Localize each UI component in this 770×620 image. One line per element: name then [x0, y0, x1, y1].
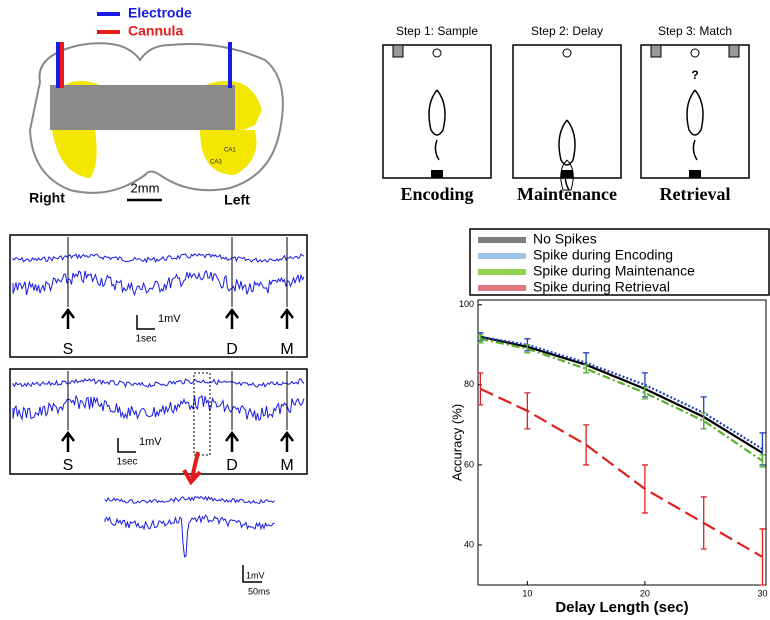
legend-label: Electrode — [128, 5, 192, 21]
step-label: Step 3: Match — [658, 24, 732, 38]
brain-diagram — [28, 42, 284, 202]
legend-label: Cannula — [128, 23, 183, 39]
event-arrow — [225, 307, 239, 329]
start-box — [689, 170, 701, 178]
scale-t: 1sec — [135, 334, 156, 345]
rat — [560, 159, 574, 191]
electrode — [56, 42, 60, 88]
scale-bar — [242, 565, 262, 583]
start-box — [561, 170, 573, 178]
electrode — [228, 42, 232, 88]
scale-t: 1sec — [116, 457, 137, 468]
well — [690, 48, 700, 58]
accuracy-chart: 40 60 80 100 10 20 30 Delay Length (sec) Accurac… — [449, 228, 770, 616]
y-axis-label: Accuracy (%) — [449, 404, 464, 481]
lever — [392, 44, 404, 58]
region — [52, 130, 97, 178]
lfp-trace — [12, 253, 305, 264]
y-tick-label: 100 — [459, 299, 474, 309]
lfp-trace — [12, 270, 305, 297]
x-tick-label: 20 — [640, 588, 650, 598]
event-arrow — [61, 430, 75, 452]
region — [200, 130, 257, 175]
event-label: M — [280, 341, 293, 358]
error-bar — [583, 364, 590, 374]
x-tick-label: 30 — [757, 588, 767, 598]
error-bar — [641, 386, 648, 400]
scale-v: 1mV — [246, 570, 265, 580]
event-arrow — [280, 430, 294, 452]
phase-label: Encoding — [400, 184, 473, 204]
event-arrow — [61, 307, 75, 329]
region-label: CA3 — [210, 160, 222, 166]
zoom-trace — [104, 514, 275, 558]
scale-bar — [136, 315, 155, 330]
x-axis-label: Delay Length (sec) — [555, 599, 688, 616]
series-line — [479, 387, 764, 558]
y-tick-label: 60 — [464, 459, 474, 469]
start-box — [431, 170, 443, 178]
rat — [428, 89, 446, 161]
trace-panel — [9, 234, 308, 358]
rat — [558, 119, 576, 191]
cannula — [60, 42, 64, 88]
series-line — [480, 335, 764, 450]
y-tick-label: 80 — [464, 379, 474, 389]
histology-image — [50, 85, 235, 130]
error-bar — [477, 334, 484, 344]
legend-label: No Spikes — [533, 231, 597, 247]
zoom-box — [193, 372, 211, 456]
legend-label: Spike during Retrieval — [533, 279, 670, 295]
maze-box — [382, 44, 492, 179]
event-arrow — [225, 430, 239, 452]
step-label: Step 2: Delay — [531, 24, 603, 38]
scale-label: 2mm — [131, 180, 160, 195]
region-label: CA1 — [224, 148, 236, 154]
event-arrow — [280, 307, 294, 329]
trace-panel — [9, 368, 308, 475]
scale-v: 1mV — [139, 436, 162, 448]
lever — [728, 44, 740, 58]
zoom-trace — [104, 495, 275, 504]
maze-box — [512, 44, 622, 179]
event-label: D — [226, 457, 238, 474]
event-label: M — [280, 457, 293, 474]
y-tick-label: 40 — [464, 539, 474, 549]
cue: ? — [691, 68, 698, 82]
side-label: Left — [224, 192, 250, 208]
step-label: Step 1: Sample — [396, 24, 478, 38]
task-diagram: Step 1: Sample Encoding Step 2: Delay Maint… — [382, 24, 750, 204]
well — [562, 48, 572, 58]
x-tick-label: 10 — [522, 588, 532, 598]
well — [432, 48, 442, 58]
series-line — [480, 335, 764, 454]
phase-label: Retrieval — [660, 184, 731, 204]
lever — [650, 44, 662, 58]
scale-t: 50ms — [248, 586, 271, 596]
event-label: D — [226, 341, 238, 358]
legend-label: Spike during Encoding — [533, 247, 673, 263]
scale-v: 1mV — [158, 313, 181, 325]
event-label: S — [63, 341, 74, 358]
error-bar — [700, 412, 707, 430]
rat — [686, 89, 704, 161]
error-bar — [583, 424, 590, 466]
event-label: S — [63, 457, 74, 474]
zoom-arrow — [182, 451, 202, 486]
lfp-trace — [12, 377, 305, 389]
maze-box — [640, 44, 750, 179]
scale-bar — [117, 438, 136, 453]
lfp-trace — [12, 394, 305, 422]
phase-label: Maintenance — [517, 184, 617, 204]
legend-label: Spike during Maintenance — [533, 263, 695, 279]
side-label: Right — [29, 190, 65, 206]
